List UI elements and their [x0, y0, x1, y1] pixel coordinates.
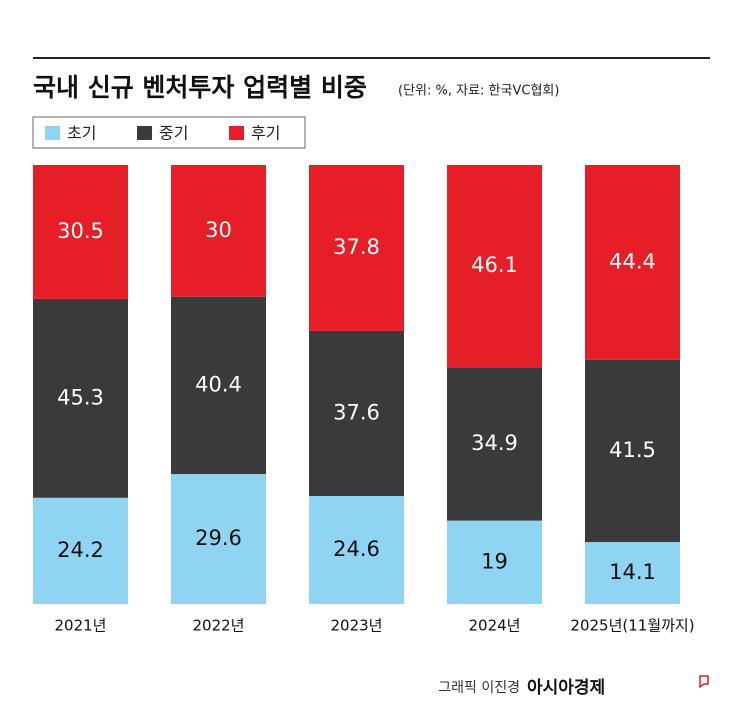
x-tick-label: 2024년 — [469, 617, 521, 635]
bar-segment — [309, 165, 404, 331]
bar-segment — [309, 330, 404, 497]
data-label: 37.6 — [333, 400, 380, 424]
bar-segment — [33, 497, 128, 604]
x-tick-label: 2022년 — [193, 617, 245, 635]
data-label: 30 — [205, 218, 232, 242]
credit: 그래픽 이진경 — [438, 680, 520, 696]
bar-segment — [447, 520, 542, 604]
data-label: 40.4 — [195, 372, 242, 396]
bar-segment — [309, 496, 404, 604]
chart-subtitle: (단위: %, 자료: 한국VC협회) — [398, 84, 559, 99]
bar-segment — [171, 165, 266, 297]
data-label: 24.6 — [333, 537, 380, 561]
bar-segment — [585, 542, 680, 604]
legend-label: 중기 — [159, 124, 188, 143]
chart-title: 국내 신규 벤처투자 업력별 비중 — [33, 73, 367, 102]
x-tick-label: 2023년 — [331, 617, 383, 635]
data-label: 19 — [481, 549, 508, 573]
legend-swatch — [45, 126, 60, 140]
legend-label: 후기 — [251, 124, 280, 143]
data-label: 30.5 — [57, 219, 104, 243]
x-tick-label: 2021년 — [55, 617, 107, 635]
bar-segment — [585, 359, 680, 543]
x-tick-label: 2025년(11월까지) — [570, 617, 694, 635]
legend-swatch — [229, 126, 244, 140]
bar-segment — [171, 474, 266, 604]
legend-box — [32, 116, 306, 149]
bar-segment — [33, 298, 128, 498]
legend-swatch — [137, 126, 152, 140]
data-label: 29.6 — [195, 526, 242, 550]
bar-segment — [585, 165, 680, 360]
legend-label: 초기 — [67, 124, 96, 143]
data-label: 34.9 — [471, 431, 518, 455]
data-label: 24.2 — [57, 538, 104, 562]
bar-segment — [171, 296, 266, 475]
bar-segment — [33, 165, 128, 299]
data-label: 45.3 — [57, 385, 104, 409]
brand-mark — [699, 675, 709, 689]
data-label: 41.5 — [609, 438, 656, 462]
data-label: 46.1 — [471, 253, 518, 277]
data-label: 44.4 — [609, 249, 656, 273]
data-label: 37.8 — [333, 235, 380, 259]
brand: 아시아경제 — [527, 678, 605, 698]
data-label: 14.1 — [609, 560, 656, 584]
bar-segment — [447, 165, 542, 368]
bar-segment — [447, 367, 542, 521]
